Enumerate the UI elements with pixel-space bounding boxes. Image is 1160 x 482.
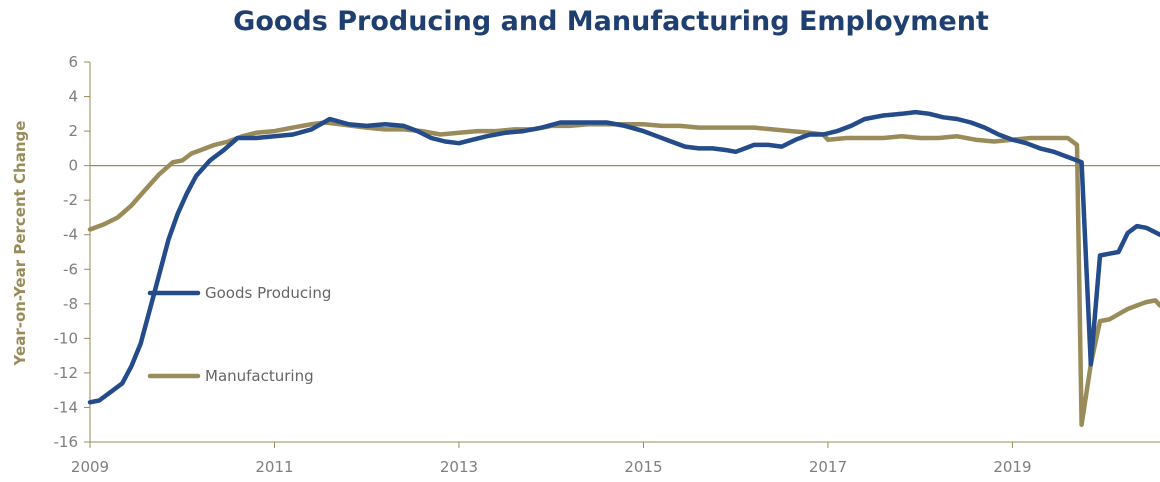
y-tick-label: 4	[68, 88, 78, 106]
series-layer	[87, 109, 1160, 427]
y-tick-label: -4	[63, 226, 78, 244]
x-tick-label: 2009	[71, 458, 109, 476]
y-tick-label: 6	[68, 53, 78, 71]
x-tick-label: 2015	[624, 458, 662, 476]
y-tick-label: -2	[63, 191, 78, 209]
legend-label: Goods Producing	[205, 284, 331, 302]
y-tick-label: 2	[68, 122, 78, 140]
legend: Goods Producing Manufacturing	[147, 284, 331, 385]
y-tick-label: 0	[68, 157, 78, 175]
y-tick-label: -12	[54, 364, 79, 382]
x-tick-label: 2019	[993, 458, 1031, 476]
legend-label: Manufacturing	[205, 367, 314, 385]
y-tick-label: -14	[54, 398, 79, 416]
chart-title: Goods Producing and Manufacturing Employ…	[233, 6, 989, 37]
x-tick-label: 2013	[440, 458, 478, 476]
axes: 6 4 2 0 -2 -4 -6 -8 -10 -12 -14 -16 2009 2011 2013 2015…	[54, 53, 1160, 476]
y-tick-label: -16	[54, 433, 79, 451]
x-tick-label: 2011	[255, 458, 293, 476]
y-tick-label: -6	[63, 260, 78, 278]
y-tick-label: -10	[54, 329, 79, 347]
x-tick-label: 2017	[809, 458, 847, 476]
y-tick-label: -8	[63, 295, 78, 313]
series-line-goods-producing	[87, 109, 1160, 405]
